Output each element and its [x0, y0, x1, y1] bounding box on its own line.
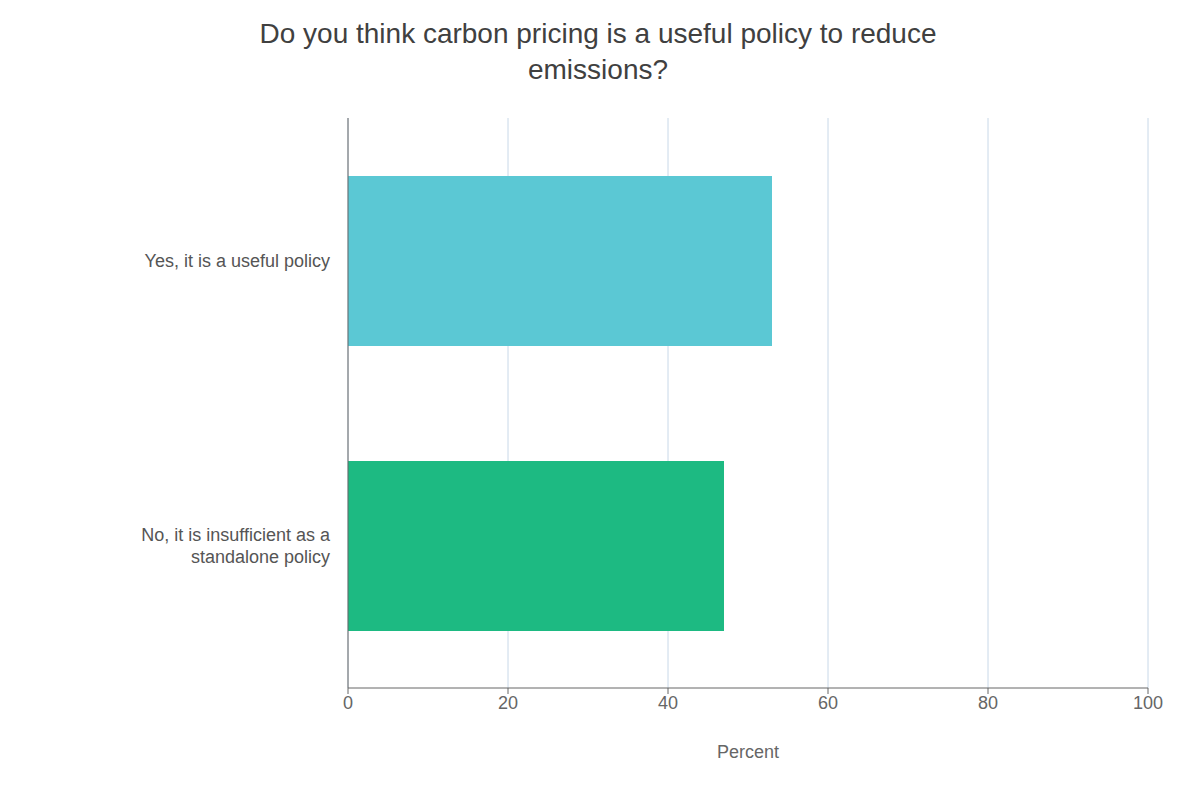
svg-text:100: 100	[1133, 693, 1163, 713]
html-text:emissions?: emissions?	[528, 54, 668, 85]
svg-text:60: 60	[818, 693, 838, 713]
svg-text:40: 40	[658, 693, 678, 713]
svg-text:Percent: Percent	[717, 742, 779, 762]
svg-text:20: 20	[498, 693, 518, 713]
svg-text:No, it is insufficient as asta: No, it is insufficient as astandalone po…	[141, 525, 331, 567]
svg-text:0: 0	[343, 693, 353, 713]
html-text:Do you think carbon pricing is: Do you think carbon pricing is a useful …	[259, 18, 937, 49]
svg-text:80: 80	[978, 693, 998, 713]
svg-text:Yes, it is a useful policy: Yes, it is a useful policy	[145, 251, 330, 271]
